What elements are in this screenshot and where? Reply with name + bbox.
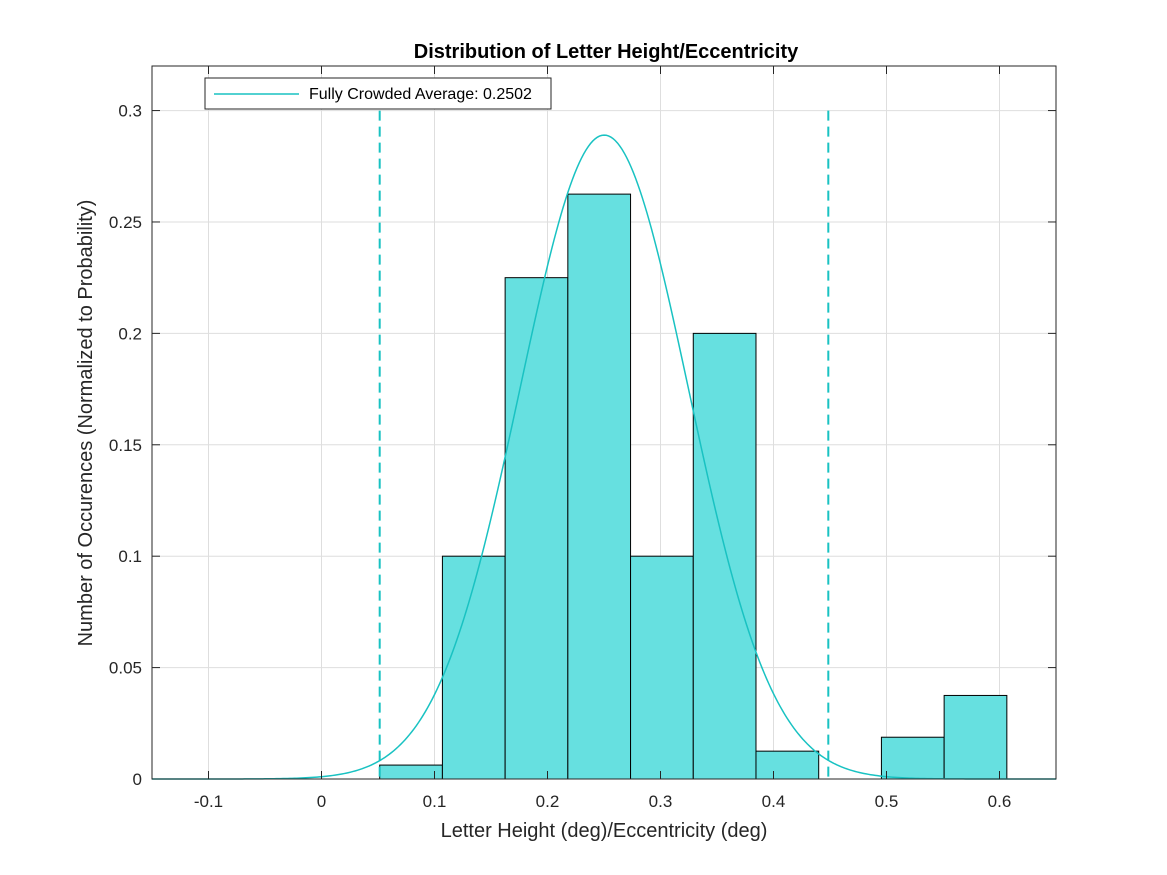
- x-tick-label: 0.1: [423, 792, 447, 811]
- y-tick-label: 0.3: [118, 102, 142, 121]
- x-tick-label: 0: [317, 792, 326, 811]
- histogram-bar: [880, 736, 945, 780]
- x-tick-label: 0.6: [988, 792, 1012, 811]
- histogram-bar: [943, 694, 1008, 780]
- y-tick-label: 0.1: [118, 547, 142, 566]
- ticks-layer: [152, 66, 1056, 780]
- y-tick-label: 0.25: [109, 213, 142, 232]
- x-tick-label: 0.2: [536, 792, 560, 811]
- histogram-bar: [630, 555, 694, 780]
- legend: Fully Crowded Average: 0.2502: [204, 77, 552, 110]
- tick-labels-layer: -0.1 0 0.1 0.2 0.3 0.4 0.5 0.6 0 0.05 0.1 0.15 0.2 0.…: [109, 102, 1011, 811]
- histogram-bar: [441, 555, 506, 780]
- histogram-bar: [755, 750, 820, 780]
- y-tick-label: 0: [133, 770, 142, 789]
- axes-box: [151, 65, 1057, 780]
- histogram-bar: [692, 332, 757, 780]
- histogram-bar: [504, 277, 569, 780]
- y-tick-label: 0.2: [118, 324, 142, 343]
- x-tick-label: 0.5: [875, 792, 899, 811]
- chart-title: Distribution of Letter Height/Eccentrici…: [414, 41, 799, 63]
- y-tick-label: 0.05: [109, 659, 142, 678]
- fit-curve-line: [152, 134, 1056, 780]
- x-tick-label: -0.1: [194, 792, 223, 811]
- bars-layer: [379, 193, 1008, 780]
- histogram-bar: [379, 764, 443, 780]
- x-axis-label: Letter Height (deg)/Eccentricity (deg): [441, 820, 768, 842]
- y-tick-label: 0.15: [109, 436, 142, 455]
- y-axis-label: Number of Occurences (Normalized to Prob…: [75, 200, 97, 647]
- legend-entry-label: Fully Crowded Average: 0.2502: [309, 86, 532, 103]
- histogram-bar: [567, 193, 632, 780]
- x-tick-label: 0.4: [762, 792, 786, 811]
- x-tick-label: 0.3: [649, 792, 673, 811]
- curve-layer: [152, 134, 1056, 780]
